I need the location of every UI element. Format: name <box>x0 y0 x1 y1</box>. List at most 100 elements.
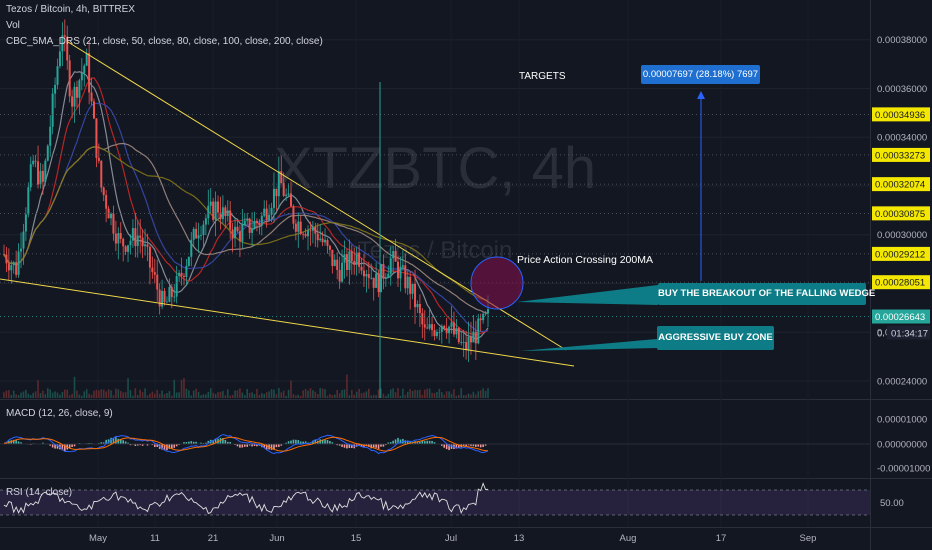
candle-body <box>479 318 482 321</box>
volume-bar <box>76 390 78 398</box>
macd-legend[interactable]: MACD (12, 26, close, 9) <box>6 408 113 419</box>
volume-bar <box>275 394 278 398</box>
volume-bar <box>212 392 214 398</box>
volume-bar <box>292 394 295 398</box>
candle-body <box>477 318 480 344</box>
macd-histogram-bar <box>190 441 193 444</box>
candle-body <box>367 274 370 278</box>
volume-bar <box>460 388 463 398</box>
macd-histogram-bar <box>200 442 202 444</box>
volume-bar <box>329 394 331 398</box>
candle-body <box>377 273 380 293</box>
volume-bar <box>27 393 30 398</box>
rsi-legend[interactable]: RSI (14, close) <box>6 487 73 498</box>
macd-histogram-bar <box>275 444 278 448</box>
volume-bar <box>78 394 81 398</box>
macd-histogram-bar <box>146 444 149 446</box>
target-arrow-head <box>697 91 705 99</box>
macd-histogram-bar <box>119 439 122 444</box>
candle-body <box>178 272 181 277</box>
candle-body <box>384 277 387 279</box>
time-axis[interactable]: May 11 21 Jun 15 Jul 13 Aug 17 Sep <box>89 533 816 544</box>
target-projection-box[interactable]: 0.00007697 (28.18%) 7697 <box>641 65 760 84</box>
candle-body <box>148 246 151 268</box>
volume-bar <box>110 390 112 398</box>
current-price-tag <box>872 309 930 324</box>
volume-bar <box>224 395 227 398</box>
volume-bar <box>132 395 134 398</box>
aggressive-buy-callout[interactable]: AGGRESSIVE BUY ZONE <box>657 326 774 350</box>
volume-bar <box>475 394 477 398</box>
macd-histogram-bar <box>139 444 142 446</box>
macd-histogram-bar <box>324 439 326 444</box>
candle-body <box>365 274 368 277</box>
candle-body <box>258 223 261 226</box>
drawings[interactable] <box>0 41 870 398</box>
volume-bar <box>42 390 44 398</box>
candle-body <box>343 254 346 263</box>
candle-body <box>382 264 385 279</box>
volume-bar <box>119 391 122 398</box>
macd-histogram-bar <box>453 444 455 450</box>
volume-bar <box>312 390 314 398</box>
macd-histogram-bar <box>392 440 394 444</box>
candle-body <box>117 233 120 244</box>
candle-body <box>445 328 448 334</box>
volume-bar <box>467 393 470 398</box>
candle-body <box>457 328 460 343</box>
macd-histogram-bar <box>127 442 129 444</box>
candle-body <box>49 126 52 146</box>
macd-histogram-bar <box>368 444 370 447</box>
candle-body <box>304 234 307 237</box>
candle-body <box>397 261 400 279</box>
symbol-legend[interactable]: Tezos / Bitcoin, 4h, BITTREX <box>6 4 135 15</box>
macd-histogram-bar <box>445 444 448 450</box>
volume-bar <box>336 389 339 398</box>
buy-breakout-callout[interactable]: BUY THE BREAKOUT OF THE FALLING WEDGE <box>658 283 875 305</box>
candle-body <box>472 331 475 343</box>
candle-body <box>54 84 57 94</box>
macd-histogram-bar <box>336 444 339 446</box>
candle-body <box>270 207 273 215</box>
rsi-band <box>0 490 870 515</box>
pane-separator <box>0 527 932 528</box>
candle-body <box>7 263 10 271</box>
volume-bar <box>458 394 460 398</box>
candle-body <box>375 273 378 288</box>
candle-body <box>175 276 178 297</box>
volume-bar <box>112 395 115 398</box>
macd-histogram-bar <box>278 444 280 447</box>
macd-histogram-bar <box>64 444 66 452</box>
volume-bar <box>355 391 358 398</box>
volume-bar <box>484 390 487 398</box>
price-axis[interactable]: 0.000380000.000360000.000340000.00032000… <box>872 35 930 509</box>
volume-bar <box>163 394 166 398</box>
volume-bar <box>341 390 343 398</box>
volume-bar <box>299 395 302 398</box>
macd-histogram-bar <box>256 444 258 447</box>
macd-histogram-bar <box>440 444 443 446</box>
volume-bar <box>234 390 236 398</box>
candle-body <box>294 223 297 232</box>
volume-bar <box>270 389 273 398</box>
candle-body <box>246 218 249 221</box>
candle-body <box>41 170 44 182</box>
macd-histogram-bar <box>443 444 446 448</box>
candle-body <box>221 207 224 220</box>
volume-bar <box>158 394 161 398</box>
candle-body <box>139 235 142 238</box>
volume-bar <box>180 379 183 398</box>
volume-bar <box>44 394 47 398</box>
macd-histogram-bar <box>17 441 20 444</box>
volume-bar <box>477 391 480 398</box>
ma-legend[interactable]: CBC_5MA_DRS (21, close, 50, close, 80, c… <box>6 36 323 47</box>
candle-body <box>29 164 32 188</box>
macd-histogram-bar <box>195 441 197 444</box>
volume-bar <box>71 393 73 398</box>
candle-body <box>83 65 86 73</box>
candle-body <box>465 342 468 350</box>
macd-histogram-bar <box>222 438 224 444</box>
vol-legend[interactable]: Vol <box>6 20 20 31</box>
candle-body <box>292 206 295 224</box>
